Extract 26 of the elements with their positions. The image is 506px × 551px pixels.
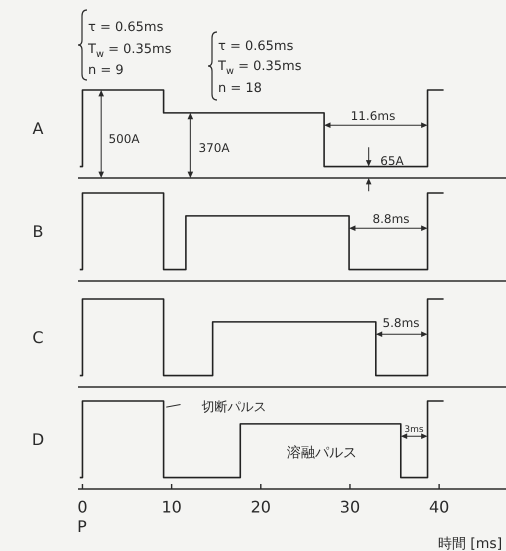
x-tick-label: 10 (161, 497, 182, 516)
annotation: 11.6ms (350, 109, 396, 124)
x-tick-label: 0 (77, 497, 88, 516)
y-axis-title: A (32, 119, 44, 138)
text: P (77, 517, 88, 536)
text: T$_{w}$ = 0.35ms (87, 42, 172, 60)
annotation: 500A (108, 132, 140, 146)
annotation: 3ms (404, 425, 424, 436)
annotation: 8.8ms (372, 212, 410, 226)
annotation: 5.8ms (382, 316, 420, 330)
x-tick-label: 40 (428, 497, 450, 516)
text: τ = 0.65ms (218, 38, 294, 54)
x-tick-label: 20 (250, 497, 271, 516)
annotation: 370A (198, 141, 230, 156)
x-tick-label: 30 (340, 497, 360, 516)
text: n = 9 (88, 62, 124, 78)
annotation: 65A (380, 154, 405, 168)
annotation: 切断パルス (202, 400, 266, 415)
text: T$_{w}$ = 0.35ms (217, 58, 302, 78)
y-axis-title: B (32, 222, 44, 242)
y-axis-title: C (32, 328, 44, 348)
annotation: 溶融パルス (287, 444, 357, 461)
text: τ = 0.65ms (88, 20, 164, 35)
x-axis-title: 時間 [ms] (438, 536, 502, 551)
annotation: n = 18 (218, 80, 262, 96)
y-axis-title: D (32, 430, 44, 450)
